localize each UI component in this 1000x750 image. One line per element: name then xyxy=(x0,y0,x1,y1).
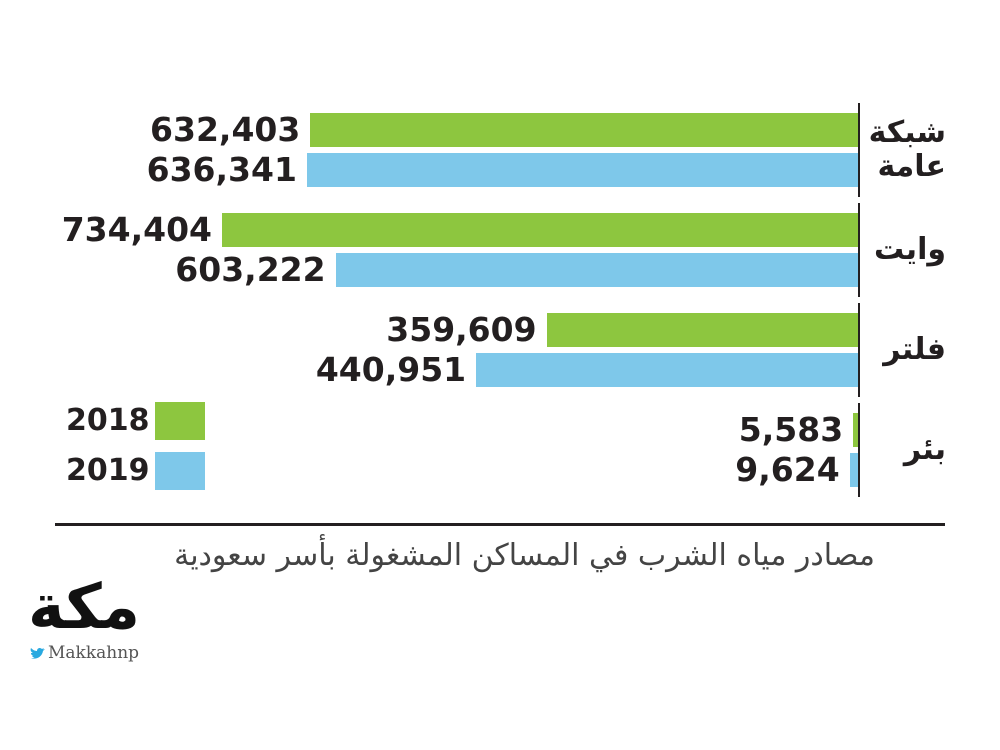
value-label: 9,624 xyxy=(735,450,840,489)
logo: مكة xyxy=(28,570,141,643)
bar xyxy=(335,253,858,287)
bar xyxy=(306,153,858,187)
axis-line xyxy=(858,203,860,297)
bar xyxy=(476,353,858,387)
axis-line xyxy=(858,103,860,197)
category-label: فلتر xyxy=(883,332,946,367)
legend-label: 2018 xyxy=(66,403,150,438)
value-label: 440,951 xyxy=(315,350,467,389)
legend-swatch xyxy=(155,452,205,490)
bar xyxy=(310,113,858,147)
value-label: 734,404 xyxy=(61,210,212,249)
value-label: 636,341 xyxy=(146,150,297,189)
axis-line xyxy=(858,403,860,497)
legend-label: 2019 xyxy=(66,453,150,488)
category-label: شبكة عامة xyxy=(868,115,946,184)
legend-swatch xyxy=(155,402,205,440)
bar xyxy=(853,413,858,447)
value-label: 5,583 xyxy=(738,410,844,449)
value-label: 359,609 xyxy=(386,310,537,349)
chart-title: مصادر مياه الشرب في المساكن المشغولة بأس… xyxy=(174,538,875,573)
bar xyxy=(849,453,858,487)
category-label: بئر xyxy=(903,432,946,467)
value-label: 603,222 xyxy=(175,250,326,289)
category-label: وايت xyxy=(874,232,946,267)
value-label: 632,403 xyxy=(150,110,301,149)
bar xyxy=(222,213,858,247)
divider xyxy=(55,523,945,526)
handle: Makkahnp xyxy=(48,643,140,663)
twitter-icon xyxy=(30,647,45,659)
axis-line xyxy=(858,303,860,397)
bar xyxy=(546,313,858,347)
